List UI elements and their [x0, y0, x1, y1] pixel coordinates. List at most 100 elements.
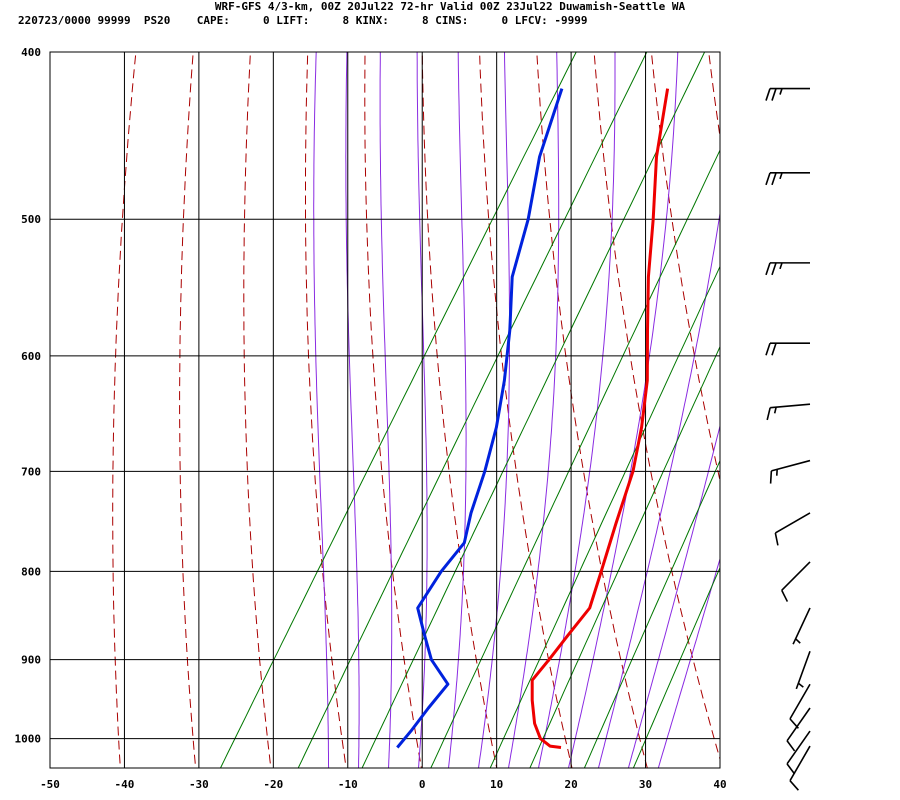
plot-frame — [49, 51, 721, 769]
mixing-ratio-line — [219, 52, 577, 768]
dewpoint-profile — [396, 88, 564, 749]
mixing-ratio-line — [583, 459, 720, 768]
moist-adiabat — [597, 210, 720, 768]
moist-adiabat — [477, 52, 510, 768]
barb-flag — [786, 740, 796, 752]
chart-title: WRF-GFS 4/3-km, 00Z 20Jul22 72-hr Valid … — [214, 0, 686, 13]
wind-barb — [786, 707, 811, 752]
wind-barb — [765, 172, 810, 186]
moist-adiabat — [507, 52, 560, 768]
dry-adiabat — [536, 52, 648, 768]
moist-adiabat — [313, 52, 330, 768]
mixing-ratio-line — [489, 265, 720, 768]
barb-half-flag — [779, 172, 783, 180]
dry-adiabat — [243, 52, 272, 768]
mixing-ratio-line — [529, 345, 720, 768]
profiles — [396, 88, 670, 749]
moist-adiabat — [627, 423, 720, 768]
x-tick-20: 20 — [564, 778, 577, 791]
moist-adiabat — [657, 557, 720, 768]
wind-barbs — [765, 87, 811, 791]
barb-shaft — [786, 707, 811, 742]
dry-adiabat — [761, 14, 900, 776]
wind-barb — [774, 512, 811, 546]
wind-barb — [795, 651, 811, 690]
barb-shaft — [770, 403, 811, 409]
y-tick-700: 700 — [21, 465, 41, 478]
barb-flag — [771, 262, 777, 276]
dry-adiabat — [112, 52, 137, 768]
x-tick-10: 10 — [490, 778, 503, 791]
mixing-ratio-line — [430, 149, 720, 768]
barb-flag — [769, 470, 773, 484]
barb-flag — [774, 532, 779, 546]
barb-shaft — [789, 745, 811, 782]
barb-flag — [765, 262, 771, 276]
x-tick-30: 30 — [639, 778, 652, 791]
dry-adiabat — [364, 52, 422, 768]
barb-shaft — [771, 459, 811, 472]
barb-flag — [766, 407, 771, 421]
barb-flag — [781, 589, 789, 602]
y-tick-500: 500 — [21, 213, 41, 226]
temperature-profile — [530, 88, 670, 749]
wind-barb — [765, 87, 810, 101]
barb-shaft — [786, 730, 811, 765]
background-lines — [112, 14, 900, 776]
dry-adiabat — [708, 52, 720, 141]
barb-half-flag — [779, 262, 783, 270]
barb-flag — [771, 342, 777, 356]
barb-shaft — [792, 607, 811, 645]
wind-barb — [781, 561, 811, 602]
moist-adiabat — [345, 52, 360, 768]
axis-ticks: 400 500 600 700 800 900 1000 -50 -40 -30 -20 -10 0 10… — [15, 46, 727, 791]
wind-barb — [769, 459, 811, 484]
barb-flag — [765, 172, 771, 186]
x-tick-0: 0 — [419, 778, 426, 791]
mixing-ratio-line — [361, 52, 706, 768]
barb-shaft — [795, 651, 811, 690]
dry-adiabat — [421, 52, 498, 768]
dry-adiabat — [650, 52, 720, 483]
stability-indices: 220723/0000 99999 PS20 CAPE: 0 LIFT: 8 K… — [18, 14, 588, 27]
y-tick-900: 900 — [21, 654, 41, 667]
barb-half-flag — [797, 682, 804, 688]
wind-barb — [765, 342, 810, 356]
barb-flag — [765, 342, 771, 356]
barb-flag — [786, 763, 796, 775]
x-tick-40: 40 — [713, 778, 726, 791]
moist-adiabat — [379, 52, 393, 768]
x-tick--50: -50 — [40, 778, 60, 791]
moist-adiabat — [447, 52, 467, 768]
barb-half-flag — [773, 406, 777, 414]
wind-barb — [765, 262, 810, 276]
dry-adiabat — [593, 52, 720, 761]
moist-adiabat — [537, 52, 616, 768]
barb-shaft — [781, 561, 811, 591]
barb-flag — [789, 780, 799, 791]
y-tick-600: 600 — [21, 350, 41, 363]
barb-flag — [765, 88, 771, 101]
grid — [49, 51, 721, 769]
y-tick-800: 800 — [21, 565, 41, 578]
wind-barb — [786, 730, 811, 775]
dry-adiabat — [817, 14, 900, 776]
moist-adiabat — [416, 52, 428, 768]
dry-adiabat — [874, 14, 900, 776]
barb-half-flag — [795, 638, 801, 644]
mixing-ratio-line — [632, 566, 720, 768]
y-tick-1000: 1000 — [15, 733, 42, 746]
barb-shaft — [789, 683, 811, 720]
x-tick--10: -10 — [338, 778, 358, 791]
barb-shaft — [774, 512, 811, 534]
barb-flag — [771, 88, 777, 101]
wind-barb — [792, 607, 811, 645]
wind-barb — [766, 403, 811, 421]
barb-half-flag — [779, 88, 783, 95]
wind-barb — [789, 745, 811, 791]
y-tick-400: 400 — [21, 46, 41, 59]
barb-flag — [771, 172, 777, 186]
x-tick--30: -30 — [189, 778, 209, 791]
x-tick--40: -40 — [115, 778, 135, 791]
